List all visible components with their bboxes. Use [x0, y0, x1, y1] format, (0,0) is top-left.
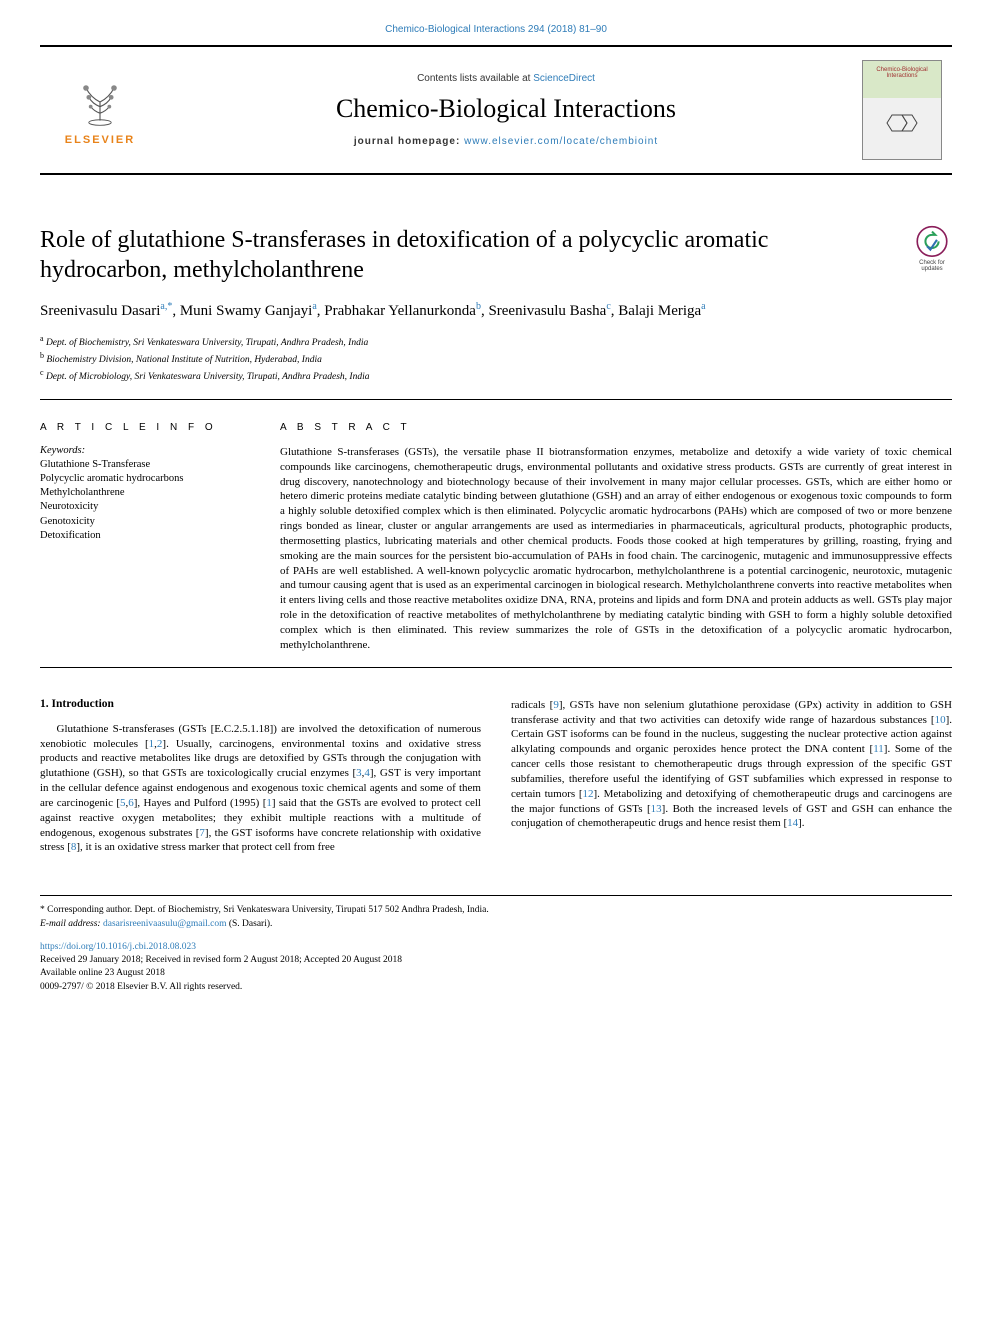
email-line: E-mail address: dasarisreenivaasulu@gmai… [40, 918, 952, 931]
homepage-line: journal homepage: www.elsevier.com/locat… [354, 136, 658, 147]
cover-title-text: Chemico-Biological Interactions [863, 67, 941, 79]
footer: * Corresponding author. Dept. of Biochem… [40, 895, 952, 994]
affiliations: a Dept. of Biochemistry, Sri Venkateswar… [40, 333, 952, 385]
corresponding-author: * Corresponding author. Dept. of Biochem… [40, 904, 952, 917]
cover-molecule-icon [877, 103, 929, 143]
email-label: E-mail address: [40, 919, 103, 929]
body-column-left: 1. Introduction Glutathione S-transferas… [40, 698, 481, 856]
author-list: Sreenivasulu Dasaria,*, Muni Swamy Ganja… [40, 299, 952, 323]
abstract-text: Glutathione S-transferases (GSTs), the v… [280, 445, 952, 653]
divider [40, 667, 952, 668]
publisher-logo: ELSEVIER [40, 47, 160, 173]
keywords-list: Glutathione S-TransferasePolycyclic arom… [40, 458, 250, 543]
body-column-right: radicals [9], GSTs have non selenium glu… [511, 698, 952, 856]
article-header: Role of glutathione S-transferases in de… [40, 225, 952, 385]
updates-text: Check forupdates [919, 260, 945, 273]
divider [40, 399, 952, 400]
email-suffix: (S. Dasari). [226, 919, 272, 929]
abstract-label: A B S T R A C T [280, 422, 952, 433]
journal-cover-thumbnail: Chemico-Biological Interactions [852, 47, 952, 173]
elsevier-tree-icon [72, 74, 128, 130]
cover-image: Chemico-Biological Interactions [862, 60, 942, 160]
body-text-left: Glutathione S-transferases (GSTs [E.C.2.… [40, 722, 481, 856]
check-updates-badge[interactable]: Check forupdates [912, 225, 952, 273]
keywords-heading: Keywords: [40, 445, 250, 456]
homepage-url[interactable]: www.elsevier.com/locate/chembioint [464, 136, 658, 147]
journal-name: Chemico-Biological Interactions [336, 94, 676, 124]
publisher-name: ELSEVIER [65, 134, 135, 146]
header-center: Contents lists available at ScienceDirec… [160, 47, 852, 173]
footer-meta: https://doi.org/10.1016/j.cbi.2018.08.02… [40, 941, 952, 994]
body-columns: 1. Introduction Glutathione S-transferas… [40, 698, 952, 856]
contents-prefix: Contents lists available at [417, 73, 533, 84]
sciencedirect-link[interactable]: ScienceDirect [533, 73, 595, 84]
email-link[interactable]: dasarisreenivaasulu@gmail.com [103, 919, 227, 929]
section-heading: 1. Introduction [40, 698, 481, 710]
article-title: Role of glutathione S-transferases in de… [40, 225, 892, 285]
available-online: Available online 23 August 2018 [40, 967, 952, 980]
copyright: 0009-2797/ © 2018 Elsevier B.V. All righ… [40, 981, 952, 994]
updates-icon [915, 225, 949, 258]
contents-line: Contents lists available at ScienceDirec… [417, 73, 595, 84]
received-dates: Received 29 January 2018; Received in re… [40, 954, 952, 967]
abstract-column: A B S T R A C T Glutathione S-transferas… [280, 422, 952, 653]
homepage-label: journal homepage: [354, 136, 464, 147]
journal-header: ELSEVIER Contents lists available at Sci… [40, 45, 952, 175]
article-info-column: A R T I C L E I N F O Keywords: Glutathi… [40, 422, 250, 653]
journal-citation-link[interactable]: Chemico-Biological Interactions 294 (201… [0, 0, 992, 45]
body-text-right: radicals [9], GSTs have non selenium glu… [511, 698, 952, 832]
doi-link[interactable]: https://doi.org/10.1016/j.cbi.2018.08.02… [40, 941, 952, 954]
info-abstract-row: A R T I C L E I N F O Keywords: Glutathi… [40, 422, 952, 653]
article-info-label: A R T I C L E I N F O [40, 422, 250, 433]
